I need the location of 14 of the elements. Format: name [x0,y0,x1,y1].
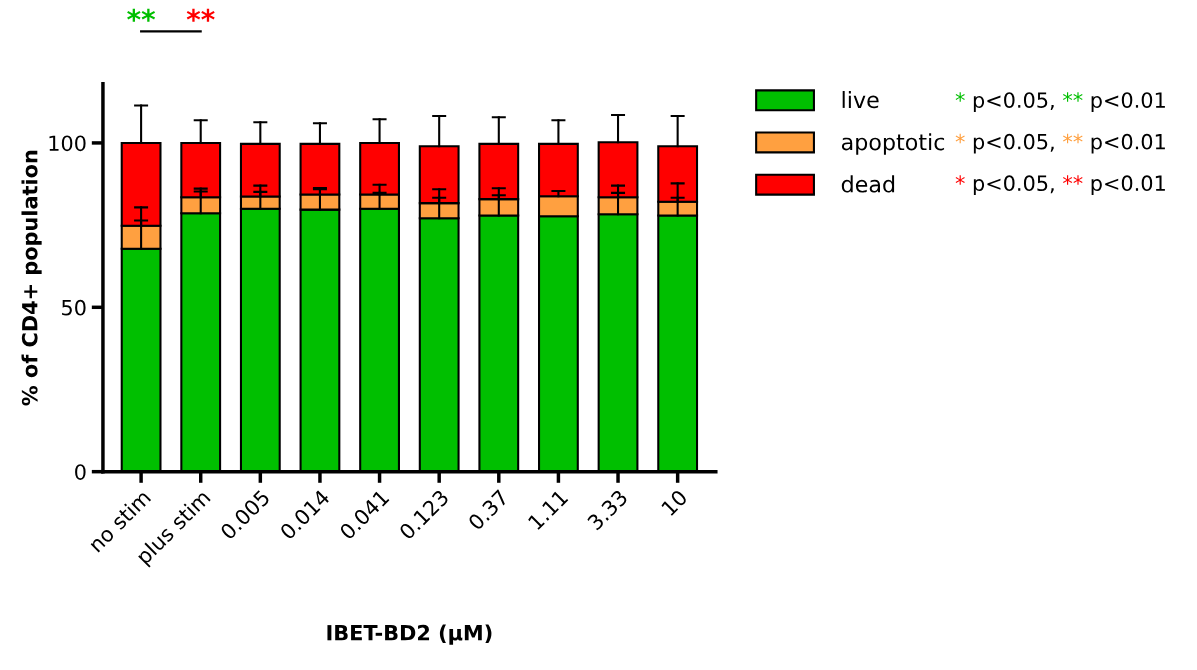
legend-label: dead [841,175,895,193]
text: ** [186,8,215,22]
text: * p<0.05, ** p<0.01 [955,175,1165,196]
text: * p<0.05, ** p<0.01 [955,133,1165,154]
x-tick-label: 10 [660,488,689,517]
legend-label: apoptotic [841,133,945,155]
legend-label: live [842,91,879,109]
text: ** [127,8,156,22]
y-tick-label: 100 [49,135,86,152]
y-tick-label: 0 [75,464,86,480]
text: * p<0.05, ** p<0.01 [955,92,1165,112]
y-tick-label: 50 [62,299,86,316]
x-axis-title: IBET-BD2 (μM) [327,624,492,645]
y-axis-title: % of CD4+ population [21,150,42,406]
